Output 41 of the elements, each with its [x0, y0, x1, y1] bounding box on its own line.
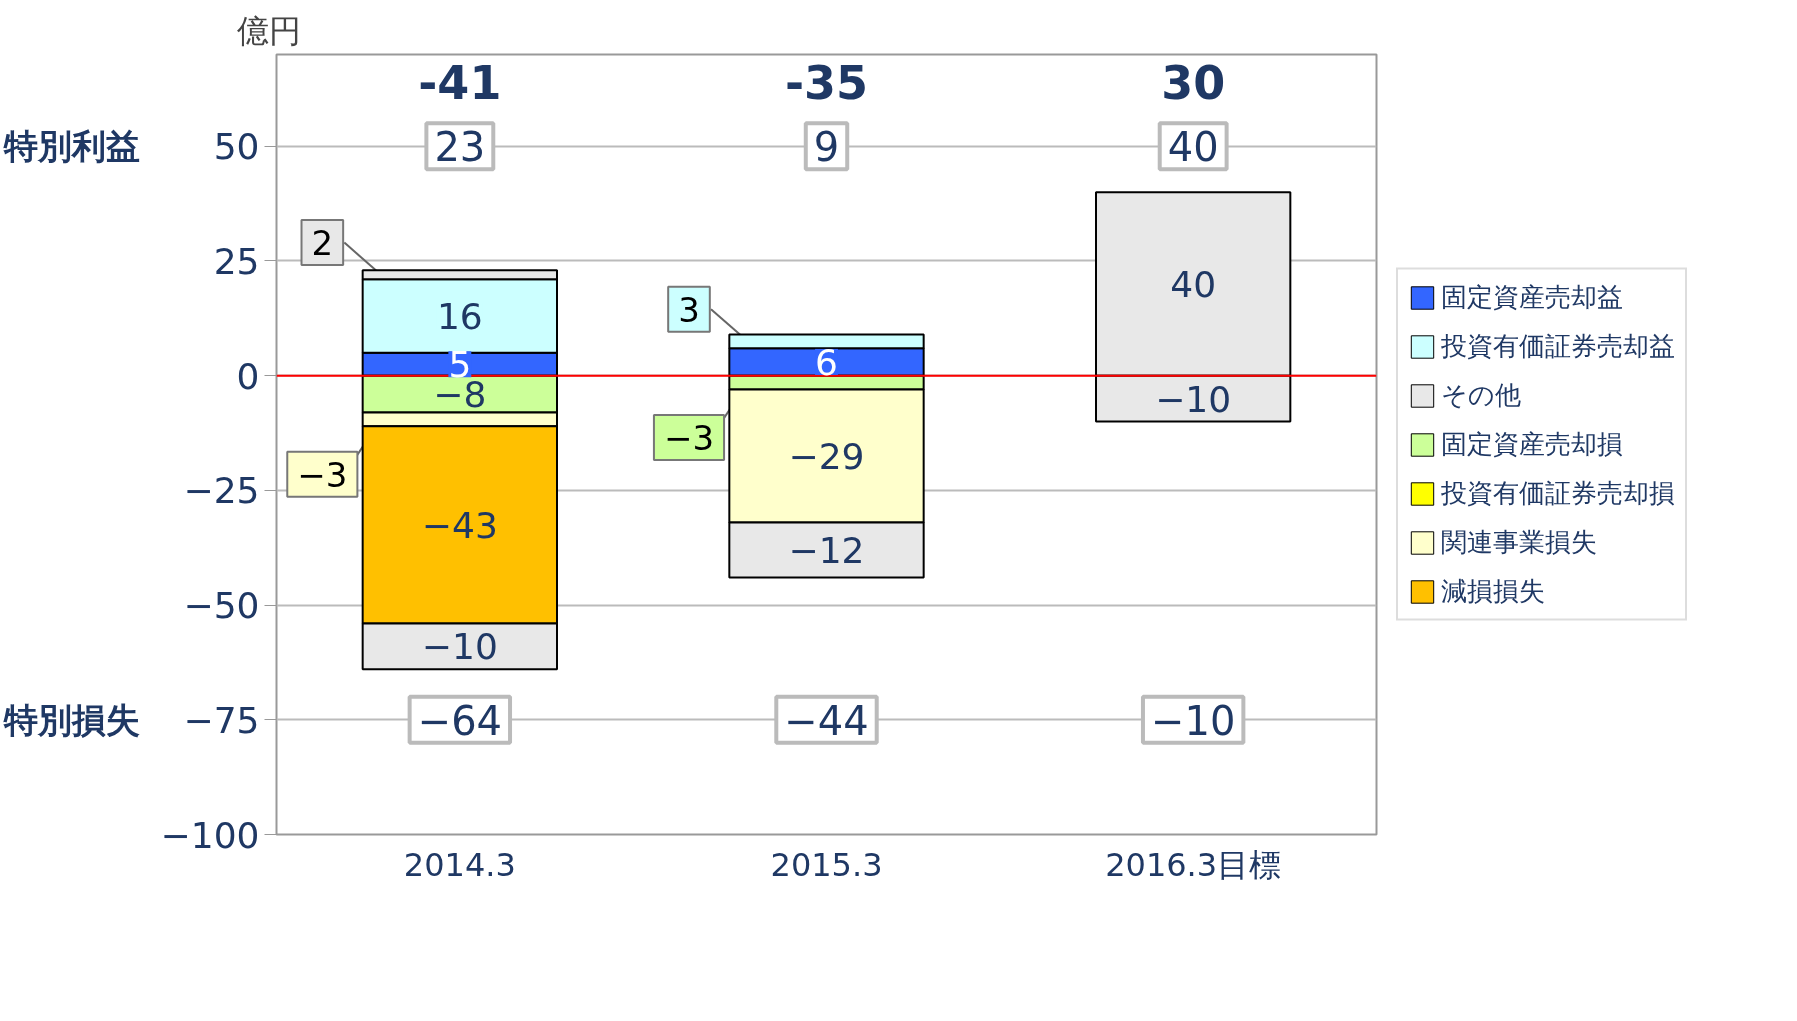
- annotation: 23: [434, 124, 486, 171]
- y-tick-label: 50: [213, 126, 260, 168]
- annotation: -35: [784, 56, 869, 111]
- data-label: 16: [436, 296, 483, 338]
- data-label: 3: [678, 289, 700, 330]
- data-label: 40: [1170, 263, 1217, 305]
- x-tick-label: 2015.3: [770, 845, 883, 884]
- legend-label: 関連事業損失: [1441, 525, 1597, 559]
- annotation: -41: [418, 56, 502, 111]
- y-tick-label: 0: [236, 355, 260, 397]
- legend-label: 固定資産売却損: [1441, 427, 1623, 461]
- data-label: −10: [1155, 378, 1232, 420]
- y-axis-title: 億円: [236, 11, 301, 50]
- data-label: 6: [815, 341, 838, 383]
- data-label: −10: [421, 626, 498, 668]
- legend-label: 減損損失: [1441, 574, 1545, 608]
- y-tick-label: −100: [160, 814, 260, 856]
- data-label: −43: [421, 504, 498, 546]
- legend-label: その他: [1441, 378, 1521, 412]
- data-label: −29: [788, 435, 865, 477]
- legend-label: 投資有価証券売却損: [1441, 476, 1675, 510]
- annotation: −44: [784, 697, 869, 744]
- legend-label: 固定資産売却益: [1441, 280, 1623, 314]
- annotation: 30: [1161, 56, 1226, 111]
- annotation: −10: [1150, 697, 1236, 744]
- x-tick-label: 2016.3目標: [1105, 845, 1282, 884]
- annotation: 40: [1167, 124, 1219, 171]
- data-label: −12: [788, 530, 865, 572]
- y-tick-label: −75: [183, 699, 260, 741]
- data-label: −3: [663, 418, 715, 459]
- y-tick-label: −50: [183, 585, 260, 627]
- data-label: 2: [311, 223, 334, 264]
- y-tick-label: −25: [183, 470, 260, 512]
- data-label: −3: [297, 454, 348, 495]
- y-tick-label: 25: [213, 240, 260, 282]
- annotation: −64: [417, 697, 503, 744]
- legend-label: 投資有価証券売却益: [1441, 329, 1675, 363]
- text: 特別利益: [2, 126, 140, 167]
- x-tick-label: 2014.3: [403, 845, 516, 884]
- annotation: 9: [813, 124, 840, 171]
- text: 特別損失: [2, 699, 140, 740]
